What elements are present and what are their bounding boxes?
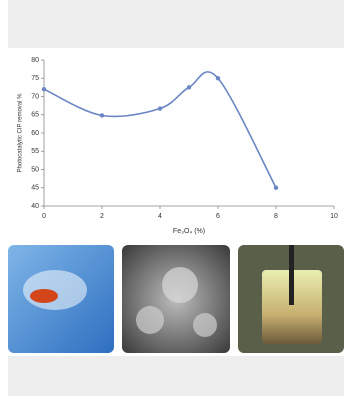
particle [136, 306, 164, 334]
point [100, 113, 104, 117]
x-tick-label: 4 [158, 213, 162, 220]
y-tick-label: 65 [31, 112, 39, 119]
petri-dish [23, 270, 87, 310]
y-tick-label: 80 [31, 57, 39, 64]
particle [162, 267, 198, 303]
bottom-band [8, 356, 344, 396]
particle [193, 313, 217, 337]
x-tick-label: 0 [42, 213, 46, 220]
x-tick-label: 10 [330, 213, 338, 220]
y-tick-label: 75 [31, 75, 39, 82]
y-tick-label: 50 [31, 166, 39, 173]
x-tick-label: 2 [100, 213, 104, 220]
plot: Photocatalytic CIP removal % Fe₃O₄ (%) 4… [18, 57, 338, 235]
point [187, 85, 191, 89]
y-axis-label: Photocatalytic CIP removal % [18, 93, 24, 173]
y-tick-label: 60 [31, 130, 39, 137]
point [42, 87, 46, 91]
x-tick-label: 8 [274, 213, 278, 220]
powder [30, 289, 58, 303]
page: Photocatalytic CIP removal % Fe₃O₄ (%) 4… [0, 0, 344, 396]
y-tick-label: 45 [31, 185, 39, 192]
x-axis-label: Fe₃O₄ (%) [173, 228, 205, 235]
photos [8, 245, 344, 353]
line [44, 72, 276, 188]
top-band [8, 0, 344, 48]
point [274, 186, 278, 190]
stirrer [289, 245, 294, 305]
y-tick-label: 70 [31, 93, 39, 100]
y-tick-label: 55 [31, 148, 39, 155]
point [216, 76, 220, 80]
x-tick-label: 6 [216, 213, 220, 220]
y-tick-label: 40 [31, 203, 39, 210]
point [158, 106, 162, 110]
